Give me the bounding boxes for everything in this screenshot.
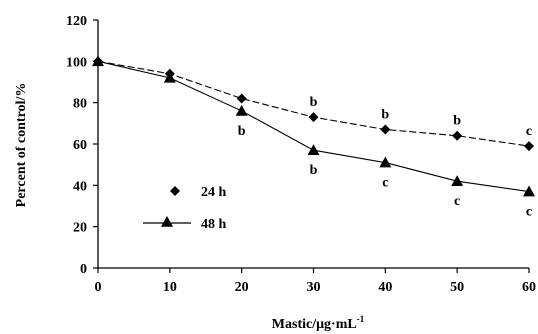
significance-label: b xyxy=(381,108,389,123)
x-tick-label: 30 xyxy=(307,280,321,295)
data-point xyxy=(163,71,176,83)
data-point xyxy=(523,185,535,197)
data-point xyxy=(308,112,319,123)
significance-label: b xyxy=(310,95,318,110)
data-point xyxy=(236,93,247,104)
data-point xyxy=(235,104,248,116)
series-24h: b b b c xyxy=(93,56,534,152)
x-axis-title-main: Mastic/μg·mL xyxy=(272,317,357,332)
x-tick-label: 60 xyxy=(522,280,536,295)
x-axis-ticks: 0 10 20 30 40 50 60 xyxy=(95,268,536,295)
x-tick-label: 50 xyxy=(450,280,464,295)
data-point xyxy=(307,144,320,155)
series-layer: b b b c b b c c c xyxy=(92,55,535,220)
data-point xyxy=(379,156,392,168)
series-48h: b b c c c xyxy=(92,55,535,220)
y-axis-title: Percent of control/% xyxy=(14,83,29,208)
y-tick-label: 60 xyxy=(73,138,87,153)
y-tick-label: 40 xyxy=(73,179,87,194)
data-point xyxy=(380,124,391,135)
significance-label: c xyxy=(454,194,460,209)
data-point xyxy=(452,130,463,141)
data-point xyxy=(451,175,464,186)
legend-marker-48h xyxy=(161,216,173,227)
significance-label: c xyxy=(526,124,532,139)
axes xyxy=(97,20,529,269)
legend-marker-24h xyxy=(170,186,180,196)
legend-label-48h: 48 h xyxy=(201,217,227,232)
y-tick-label: 0 xyxy=(80,262,87,277)
y-tick-label: 100 xyxy=(66,55,87,70)
significance-label: c xyxy=(382,176,388,191)
y-tick-label: 20 xyxy=(73,221,87,236)
data-point xyxy=(524,141,534,152)
significance-label: c xyxy=(526,205,532,220)
y-axis-ticks: 0 20 40 60 80 100 120 xyxy=(66,14,98,277)
x-tick-label: 40 xyxy=(378,280,392,295)
significance-label: b xyxy=(453,114,461,129)
x-tick-label: 20 xyxy=(235,280,249,295)
x-tick-label: 10 xyxy=(163,280,177,295)
legend-label-24h: 24 h xyxy=(201,185,227,200)
significance-label: b xyxy=(238,124,246,139)
y-tick-label: 80 xyxy=(73,97,87,112)
legend: 24 h 48 h xyxy=(143,185,227,232)
data-point xyxy=(92,55,104,67)
x-axis-title-superscript: -1 xyxy=(357,314,365,324)
significance-label: b xyxy=(310,163,318,178)
x-axis-title: Mastic/μg·mL-1 xyxy=(272,314,365,332)
y-tick-label: 120 xyxy=(66,14,87,29)
x-tick-label: 0 xyxy=(95,280,102,295)
